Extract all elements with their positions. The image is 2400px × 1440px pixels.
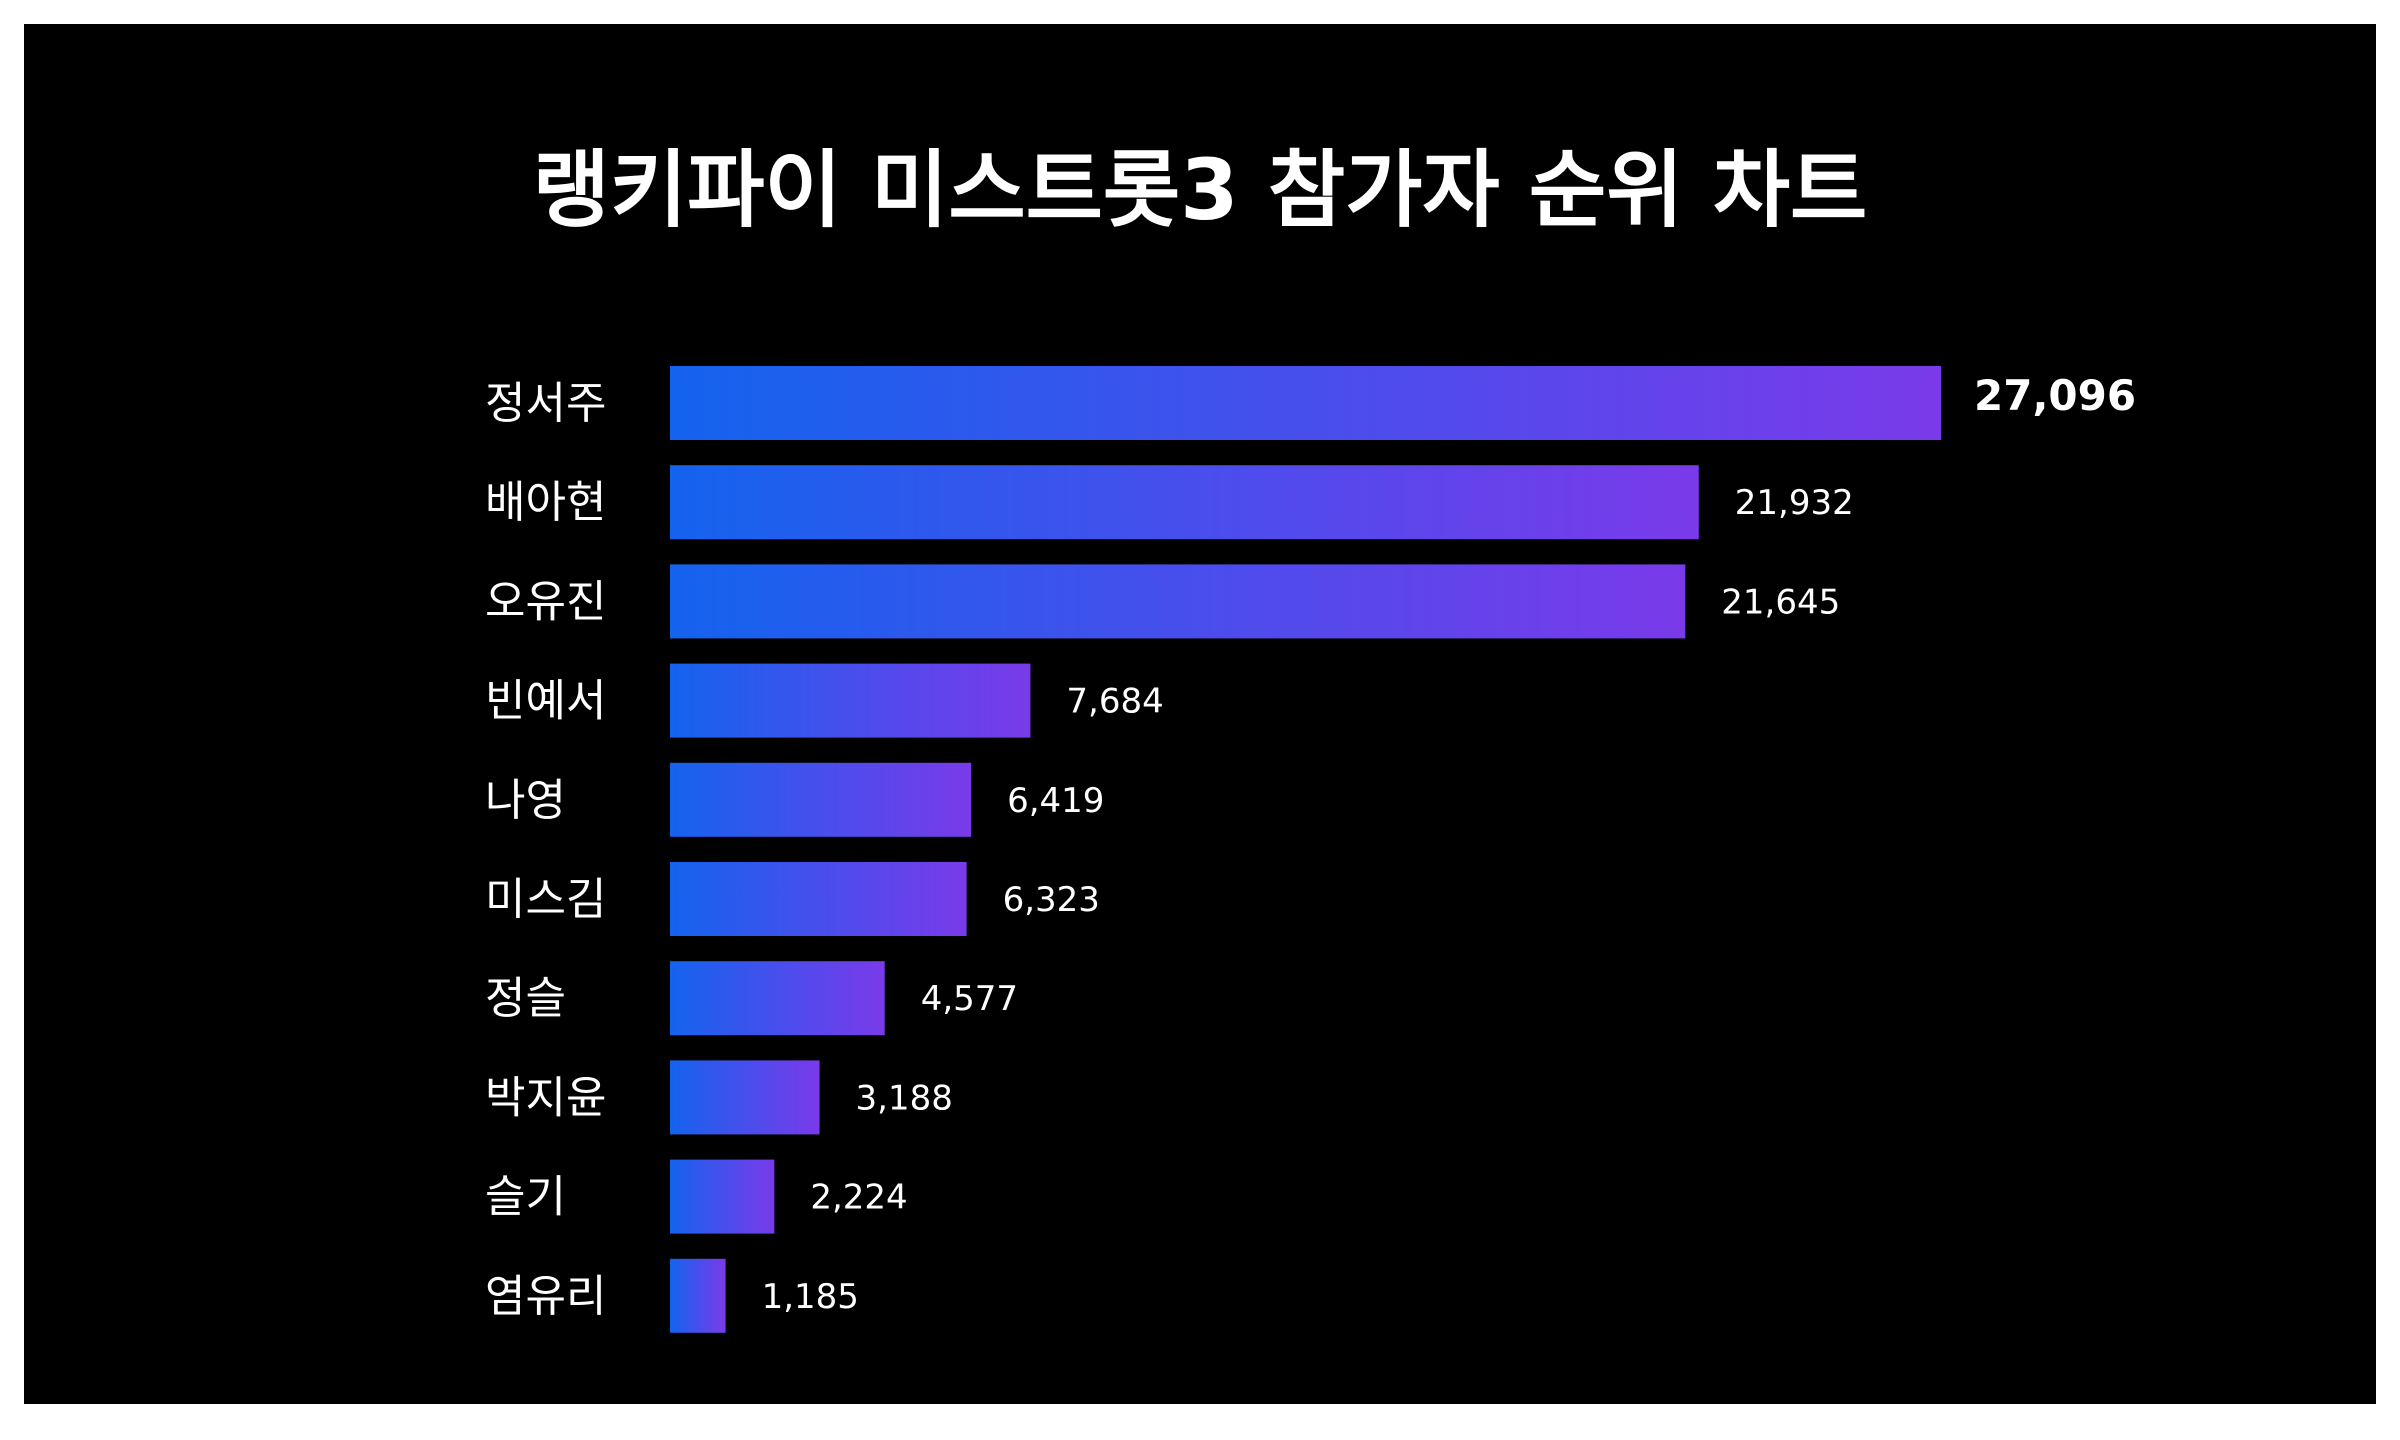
bar <box>670 366 1941 440</box>
value-label: 21,645 <box>1721 582 1840 622</box>
value-label: 6,419 <box>1007 781 1104 821</box>
category-label: 염유리 <box>485 1271 606 1322</box>
bar <box>670 862 967 936</box>
category-label: 정서주 <box>485 378 606 429</box>
value-label: 7,684 <box>1066 682 1163 722</box>
value-label: 1,185 <box>762 1277 859 1317</box>
chart-background <box>24 24 2376 1404</box>
bar <box>670 1159 775 1234</box>
category-label: 빈예서 <box>485 676 606 727</box>
bar <box>670 663 1031 738</box>
bars-group: 정서주 27,096 배아현 21,932 오유진 21,645 빈예서 7,684 나영 6,4… <box>485 366 2136 1333</box>
value-label: 27,096 <box>1974 371 2136 420</box>
chart-title: 랭키파이 미스트롯3 참가자 순위 차트 <box>532 141 1868 239</box>
category-label: 슬기 <box>485 1172 566 1223</box>
category-label: 나영 <box>485 775 566 826</box>
bar <box>670 1258 726 1333</box>
bar <box>670 564 1686 639</box>
value-label: 4,577 <box>921 979 1018 1019</box>
bar <box>670 1060 820 1135</box>
bar <box>670 961 885 1036</box>
category-label: 미스김 <box>485 874 606 925</box>
category-label: 배아현 <box>485 477 606 528</box>
category-label: 박지윤 <box>485 1072 606 1123</box>
value-label: 3,188 <box>856 1078 953 1118</box>
value-label: 2,224 <box>810 1178 907 1218</box>
value-label: 21,932 <box>1735 483 1854 523</box>
category-label: 정슬 <box>485 973 566 1024</box>
bar <box>670 465 1699 540</box>
value-label: 6,323 <box>1003 880 1100 920</box>
category-label: 오유진 <box>485 576 606 627</box>
bar <box>670 762 972 837</box>
